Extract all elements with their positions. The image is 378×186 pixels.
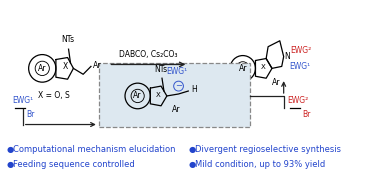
Text: Mild condition, up to 93% yield: Mild condition, up to 93% yield xyxy=(195,160,325,169)
FancyBboxPatch shape xyxy=(99,63,249,127)
Text: X = O, S: X = O, S xyxy=(38,92,70,100)
Text: X: X xyxy=(156,92,161,98)
Text: Ar: Ar xyxy=(38,64,46,73)
Text: −: − xyxy=(175,82,182,91)
Text: Br: Br xyxy=(27,110,35,119)
Text: Divergent regioselective synthesis: Divergent regioselective synthesis xyxy=(195,145,341,154)
Text: Ar: Ar xyxy=(172,105,181,114)
Text: Feeding sequence controlled: Feeding sequence controlled xyxy=(13,160,135,169)
Text: Br: Br xyxy=(302,110,311,119)
Text: Computational mechanism elucidation: Computational mechanism elucidation xyxy=(13,145,175,154)
Text: Ar: Ar xyxy=(239,64,247,73)
Text: Ar: Ar xyxy=(272,78,280,87)
Text: X: X xyxy=(261,64,266,70)
Text: X: X xyxy=(63,62,68,71)
Text: ●: ● xyxy=(188,160,195,169)
Text: ●: ● xyxy=(6,145,14,154)
Text: EWG¹: EWG¹ xyxy=(290,62,311,71)
Text: EWG¹: EWG¹ xyxy=(166,67,187,76)
Text: EWG²: EWG² xyxy=(290,46,312,55)
Text: EWG²: EWG² xyxy=(288,96,309,105)
Text: Ar: Ar xyxy=(93,61,101,70)
Text: DABCO, Cs₂CO₃: DABCO, Cs₂CO₃ xyxy=(119,50,178,59)
Text: H: H xyxy=(191,85,197,94)
Text: EWG¹: EWG¹ xyxy=(12,96,33,105)
Text: NTs: NTs xyxy=(155,65,167,74)
Text: ●: ● xyxy=(188,145,195,154)
Text: NTs: NTs xyxy=(61,35,74,44)
Text: ●: ● xyxy=(6,160,14,169)
Text: N: N xyxy=(285,52,290,61)
Text: Ar: Ar xyxy=(133,92,142,100)
